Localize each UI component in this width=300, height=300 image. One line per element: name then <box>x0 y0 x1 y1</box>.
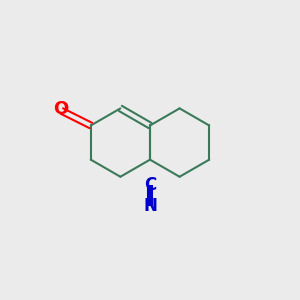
Text: O: O <box>52 100 68 118</box>
Text: C: C <box>144 176 156 194</box>
Text: N: N <box>143 197 157 215</box>
